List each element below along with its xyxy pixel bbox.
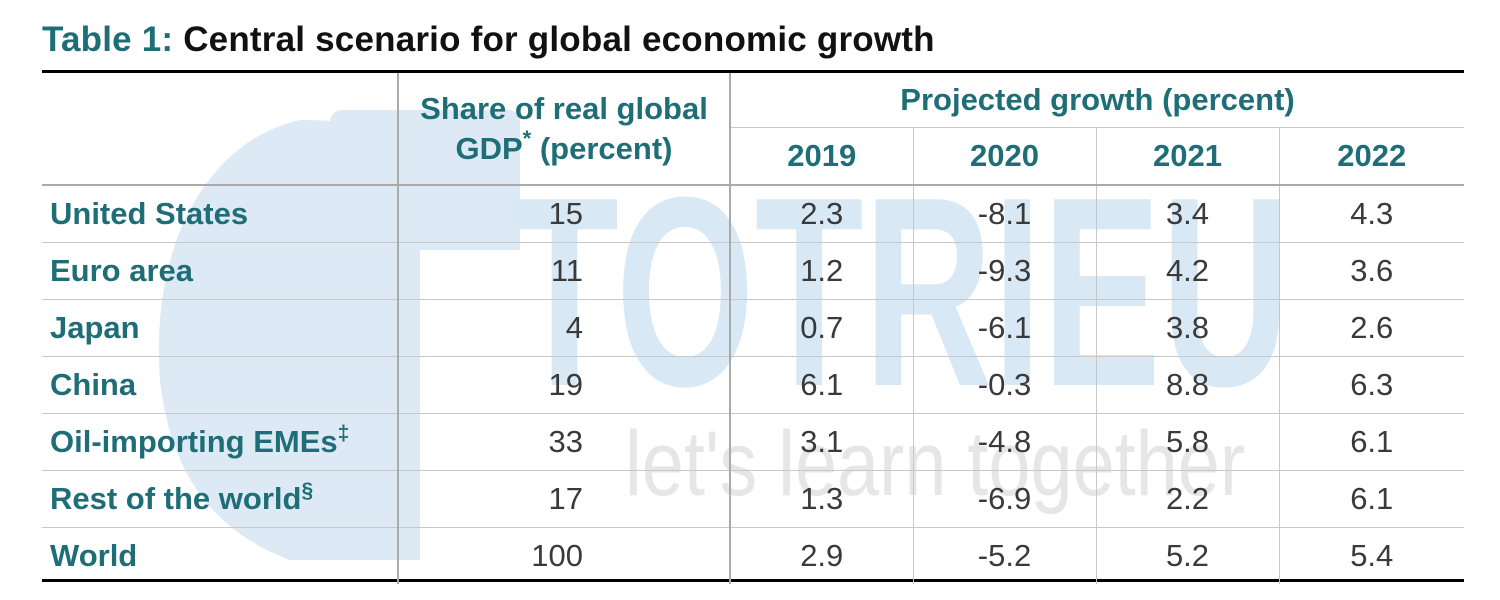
growth-value-2021: 5.8: [1095, 413, 1279, 471]
year-header-0: 2019: [730, 127, 913, 186]
growth-value-2019: 2.3: [730, 185, 913, 243]
share-header-gdp: GDP: [455, 130, 523, 166]
table-top-rule: [42, 70, 1464, 73]
growth-value-2022: 6.1: [1278, 470, 1464, 528]
growth-value-2019: 6.1: [730, 356, 913, 414]
table-row: United States 15 2.3 -8.1 3.4 4.3: [42, 185, 1464, 243]
row-label: Oil-importing EMEs‡: [42, 413, 398, 471]
share-value: 17: [397, 470, 731, 528]
table-row: China 19 6.1 -0.3 8.8 6.3: [42, 356, 1464, 414]
growth-value-2020: -9.3: [912, 242, 1096, 300]
row-label: Rest of the world§: [42, 470, 398, 528]
growth-value-2022: 2.6: [1278, 299, 1464, 357]
row-label: Japan: [42, 299, 398, 357]
growth-value-2022: 6.1: [1278, 413, 1464, 471]
growth-value-2021: 8.8: [1095, 356, 1279, 414]
growth-value-2020: -8.1: [912, 185, 1096, 243]
page-title: Table 1: Central scenario for global eco…: [42, 20, 935, 60]
table-row: World 100 2.9 -5.2 5.2 5.4: [42, 527, 1464, 585]
growth-value-2019: 0.7: [730, 299, 913, 357]
row-label-text: United States: [50, 196, 249, 231]
row-label-text: World: [50, 538, 138, 573]
growth-value-2020: -0.3: [912, 356, 1096, 414]
share-header-footnote-marker: *: [522, 125, 532, 151]
year-header-2: 2021: [1095, 127, 1279, 186]
growth-value-2022: 4.3: [1278, 185, 1464, 243]
title-prefix: Table 1:: [42, 20, 174, 59]
growth-value-2021: 5.2: [1095, 527, 1279, 584]
growth-table: Share of real global GDP* (percent) Proj…: [42, 73, 1464, 584]
growth-value-2022: 6.3: [1278, 356, 1464, 414]
year-header-3: 2022: [1278, 127, 1464, 186]
table-bottom-rule: [42, 579, 1464, 582]
growth-value-2021: 4.2: [1095, 242, 1279, 300]
growth-value-2019: 1.3: [730, 470, 913, 528]
table-row: Rest of the world§ 17 1.3 -6.9 2.2 6.1: [42, 470, 1464, 528]
growth-value-2019: 3.1: [730, 413, 913, 471]
row-label: World: [42, 528, 398, 585]
row-label-text: Japan: [50, 310, 140, 345]
title-text: Central scenario for global economic gro…: [183, 20, 935, 59]
row-label: Euro area: [42, 242, 398, 300]
growth-value-2022: 5.4: [1278, 527, 1464, 584]
row-label: China: [42, 356, 398, 414]
table-header-row-2: 2019 2020 2021 2022: [42, 127, 1464, 186]
share-value: 4: [397, 299, 731, 357]
growth-value-2021: 3.4: [1095, 185, 1279, 243]
growth-value-2020: -5.2: [912, 527, 1096, 584]
growth-value-2019: 1.2: [730, 242, 913, 300]
table-row: Japan 4 0.7 -6.1 3.8 2.6: [42, 299, 1464, 357]
row-label-text: Rest of the world: [50, 481, 302, 516]
row-footnote-marker: ‡: [337, 422, 350, 445]
table-body: United States 15 2.3 -8.1 3.4 4.3 Euro area 11 1…: [42, 185, 1464, 584]
row-label-text: Euro area: [50, 253, 194, 288]
row-label: United States: [42, 185, 398, 243]
share-value: 15: [397, 185, 731, 243]
projected-growth-header: Projected growth (percent): [730, 73, 1464, 128]
share-value: 19: [397, 356, 731, 414]
row-label-text: Oil-importing EMEs: [50, 424, 338, 459]
share-value: 11: [397, 242, 731, 300]
growth-value-2020: -6.1: [912, 299, 1096, 357]
table-header-row-1: Share of real global GDP* (percent) Proj…: [42, 73, 1464, 186]
header-corner: [42, 73, 398, 186]
share-header-unit: (percent): [539, 130, 673, 166]
growth-value-2022: 3.6: [1278, 242, 1464, 300]
growth-value-2021: 3.8: [1095, 299, 1279, 357]
share-value: 100: [397, 527, 731, 584]
share-column-header: Share of real global GDP* (percent): [397, 73, 731, 186]
share-header-line1: Share of real global: [420, 90, 708, 126]
share-value: 33: [397, 413, 731, 471]
table-row: Oil-importing EMEs‡ 33 3.1 -4.8 5.8 6.1: [42, 413, 1464, 471]
growth-value-2019: 2.9: [800, 538, 844, 573]
year-header-1: 2020: [912, 127, 1096, 186]
row-footnote-marker: §: [301, 479, 314, 502]
table-row: Euro area 11 1.2 -9.3 4.2 3.6: [42, 242, 1464, 300]
growth-value-2021: 2.2: [1095, 470, 1279, 528]
growth-value-2020: -6.9: [912, 470, 1096, 528]
row-label-text: China: [50, 367, 137, 402]
growth-value-2020: -4.8: [912, 413, 1096, 471]
